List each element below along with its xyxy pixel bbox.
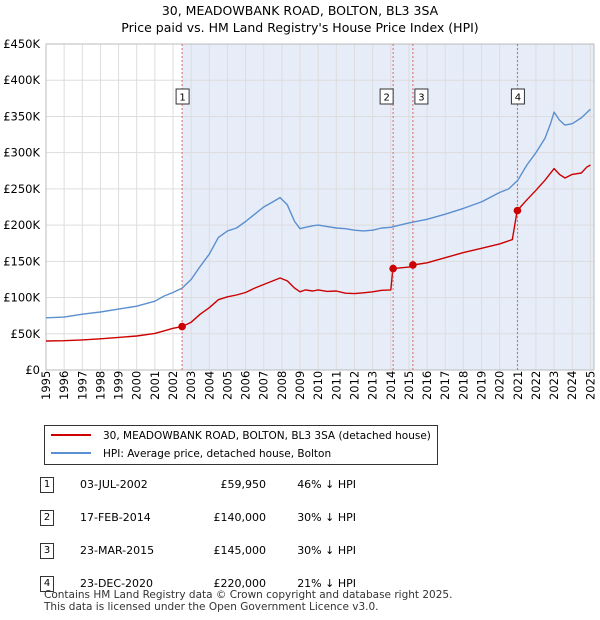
- transaction-label: 1: [179, 93, 185, 104]
- chart-subtitle: Price paid vs. HM Land Registry's House …: [121, 20, 479, 35]
- transaction-label-box: [175, 88, 190, 105]
- x-tick-label: 1995: [39, 371, 53, 400]
- ownership-band: [393, 44, 413, 370]
- x-tick-label: 2019: [474, 371, 488, 400]
- transaction-label-box: [414, 88, 429, 105]
- table-row: 3 23-MAR-2015 £145,000 30% ↓ HPI: [40, 534, 356, 567]
- transaction-price: £145,000: [213, 544, 267, 557]
- x-tick-label: 2001: [148, 371, 162, 400]
- transaction-number: 4: [40, 575, 54, 592]
- y-tick-label: £50K: [11, 327, 41, 341]
- transaction-date: 23-MAR-2015: [80, 544, 155, 557]
- x-tick-label: 2011: [329, 371, 343, 400]
- x-tick-label: 2006: [239, 371, 253, 400]
- transaction-label: 4: [515, 93, 521, 104]
- x-tick-label: 2017: [438, 371, 452, 400]
- x-tick-label: 2005: [220, 371, 234, 400]
- ownership-band: [412, 44, 518, 370]
- transaction-price: £220,000: [213, 577, 267, 590]
- legend-label-hpi: HPI: Average price, detached house, Bolt…: [103, 448, 332, 460]
- transaction-label-box: [510, 88, 525, 105]
- transaction-number: 2: [40, 509, 54, 526]
- legend-item-hpi: HPI: Average price, detached house, Bolt…: [51, 445, 331, 463]
- x-tick-label: 2008: [275, 371, 289, 400]
- y-tick-label: £400K: [3, 73, 40, 87]
- legend-label-property: 30, MEADOWBANK ROAD, BOLTON, BL3 3SA (de…: [103, 430, 431, 442]
- x-tick-label: 2002: [166, 371, 180, 400]
- x-tick-label: 2024: [565, 371, 579, 400]
- transaction-delta: 30% ↓ HPI: [297, 544, 356, 557]
- transaction-date: 03-JUL-2002: [80, 478, 148, 491]
- table-row: 4 23-DEC-2020 £220,000 21% ↓ HPI: [40, 567, 356, 600]
- legend-swatch-property: [51, 434, 91, 436]
- transaction-point: [409, 261, 417, 269]
- footer: Contains HM Land Registry data © Crown c…: [44, 589, 452, 613]
- footer-line-2: This data is licensed under the Open Gov…: [44, 601, 379, 613]
- transaction-price: £140,000: [213, 511, 267, 524]
- transaction-label-box: [379, 88, 394, 105]
- table-row: 1 03-JUL-2002 £59,950 46% ↓ HPI: [40, 468, 356, 501]
- y-tick-label: £300K: [3, 146, 40, 160]
- transaction-point: [389, 264, 397, 273]
- transaction-number: 1: [40, 476, 54, 493]
- footer-line-1: Contains HM Land Registry data © Crown c…: [44, 589, 453, 601]
- y-tick-label: £250K: [3, 182, 40, 196]
- x-tick-label: 2016: [420, 371, 434, 400]
- transaction-point: [513, 206, 522, 215]
- transaction-label: 2: [383, 93, 389, 104]
- y-tick-label: £200K: [3, 218, 40, 232]
- ownership-band: [517, 44, 594, 370]
- transaction-number: 3: [40, 542, 54, 559]
- transaction-label: 3: [418, 93, 424, 104]
- chart-legend: 30, MEADOWBANK ROAD, BOLTON, BL3 3SA (de…: [44, 425, 438, 465]
- x-tick-label: 2010: [311, 371, 325, 400]
- x-tick-label: 1998: [93, 371, 107, 400]
- transaction-delta: 46% ↓ HPI: [297, 478, 356, 491]
- legend-item-property: 30, MEADOWBANK ROAD, BOLTON, BL3 3SA (de…: [51, 427, 431, 445]
- transaction-price: £59,950: [220, 478, 267, 491]
- x-tick-label: 2012: [347, 371, 361, 400]
- transaction-delta: 30% ↓ HPI: [297, 511, 356, 524]
- y-tick-label: £450K: [3, 37, 40, 51]
- x-tick-label: 2000: [130, 371, 144, 400]
- transactions-table: 1 03-JUL-2002 £59,950 46% ↓ HPI 2 17-FEB…: [40, 468, 356, 600]
- price-chart: £0 £50K £100K £150K £200K £250K £300K £350K £400…: [3, 37, 597, 400]
- x-tick-label: 2018: [456, 371, 470, 400]
- x-tick-label: 2023: [547, 371, 561, 400]
- transaction-date: 23-DEC-2020: [80, 577, 154, 590]
- x-tick-label: 2021: [511, 371, 525, 400]
- x-tick-label: 2015: [402, 371, 416, 400]
- x-tick-label: 2003: [184, 371, 198, 400]
- y-tick-label: £100K: [3, 291, 40, 305]
- x-tick-label: 2022: [529, 371, 543, 400]
- chart-title: 30, MEADOWBANK ROAD, BOLTON, BL3 3SA: [161, 3, 439, 18]
- transaction-point: [178, 322, 186, 331]
- table-row: 2 17-FEB-2014 £140,000 30% ↓ HPI: [40, 501, 356, 534]
- y-tick-label: £0: [25, 363, 40, 377]
- x-tick-label: 2004: [202, 371, 216, 400]
- legend-swatch-hpi: [51, 452, 91, 454]
- x-tick-label: 2013: [366, 371, 380, 400]
- x-tick-label: 1999: [112, 371, 126, 400]
- y-tick-label: £150K: [3, 254, 40, 268]
- x-tick-label: 2025: [583, 371, 597, 400]
- x-tick-label: 2007: [257, 371, 271, 400]
- plot-frame: [45, 43, 595, 371]
- y-tick-label: £350K: [3, 109, 40, 123]
- x-tick-label: 1997: [75, 371, 89, 400]
- x-tick-label: 1996: [57, 371, 71, 400]
- x-tick-label: 2014: [384, 371, 398, 400]
- transaction-delta: 21% ↓ HPI: [297, 577, 356, 590]
- transaction-date: 17-FEB-2014: [80, 511, 151, 524]
- x-tick-label: 2009: [293, 371, 307, 400]
- x-tick-label: 2020: [493, 371, 507, 400]
